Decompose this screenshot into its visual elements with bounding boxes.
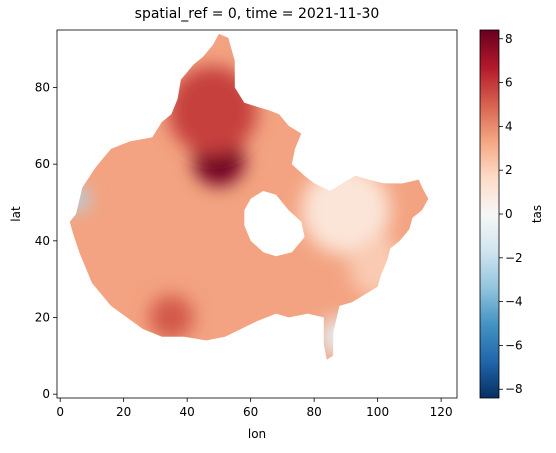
x-tick-label: 120 — [430, 405, 453, 419]
heatmap-base-region — [69, 33, 429, 360]
x-tick-label: 100 — [366, 405, 389, 419]
heatmap-field — [69, 33, 429, 360]
colorbar-tick-label: 4 — [505, 119, 513, 133]
colorbar-tick-label: 2 — [505, 163, 513, 177]
y-axis-label: lat — [9, 206, 23, 222]
colorbar-tick-label: 8 — [505, 32, 513, 46]
x-tick-label: 60 — [243, 405, 258, 419]
y-tick-label: 40 — [35, 234, 50, 248]
missing-data-hole — [244, 191, 305, 257]
plot-area — [69, 33, 429, 360]
x-tick-label: 80 — [307, 405, 322, 419]
heatmap-hotspot — [349, 239, 407, 297]
y-tick-label: 60 — [35, 157, 50, 171]
colorbar-label: tas — [530, 205, 544, 223]
x-tick-label: 0 — [56, 405, 64, 419]
y-tick-label: 0 — [42, 387, 50, 401]
colorbar-tick-label: −4 — [505, 295, 523, 309]
y-tick-label: 80 — [35, 81, 50, 95]
x-tick-label: 40 — [180, 405, 195, 419]
x-axis-label: lon — [248, 427, 266, 441]
x-tick-label: 20 — [116, 405, 131, 419]
colorbar-tick-label: −8 — [505, 382, 523, 396]
heatmap-hotspot — [301, 165, 391, 255]
y-tick-label: 20 — [35, 311, 50, 325]
colorbar-scale — [479, 29, 500, 399]
heatmap-hotspot — [168, 66, 257, 155]
chart-title: spatial_ref = 0, time = 2021-11-30 — [135, 6, 380, 22]
colorbar-tick-label: −2 — [505, 251, 523, 265]
x-axis-ticks: 0 20 40 60 80 100 120 — [56, 398, 453, 419]
colorbar-tick-label: −6 — [505, 338, 523, 352]
colorbar-ticks: −8 −6 −4 −2 0 2 4 6 8 — [499, 32, 523, 396]
colorbar-tick-label: 6 — [505, 76, 513, 90]
heatmap-hotspot — [149, 295, 194, 340]
colorbar-tick-label: 0 — [505, 207, 513, 221]
y-axis-ticks: 0 20 40 60 80 — [35, 81, 57, 401]
colorbar: −8 −6 −4 −2 0 2 4 6 8 tas — [479, 29, 544, 399]
heatmap-hotspot — [320, 317, 359, 356]
axes-frame — [56, 29, 458, 399]
heatmap-hotspot — [69, 185, 89, 212]
